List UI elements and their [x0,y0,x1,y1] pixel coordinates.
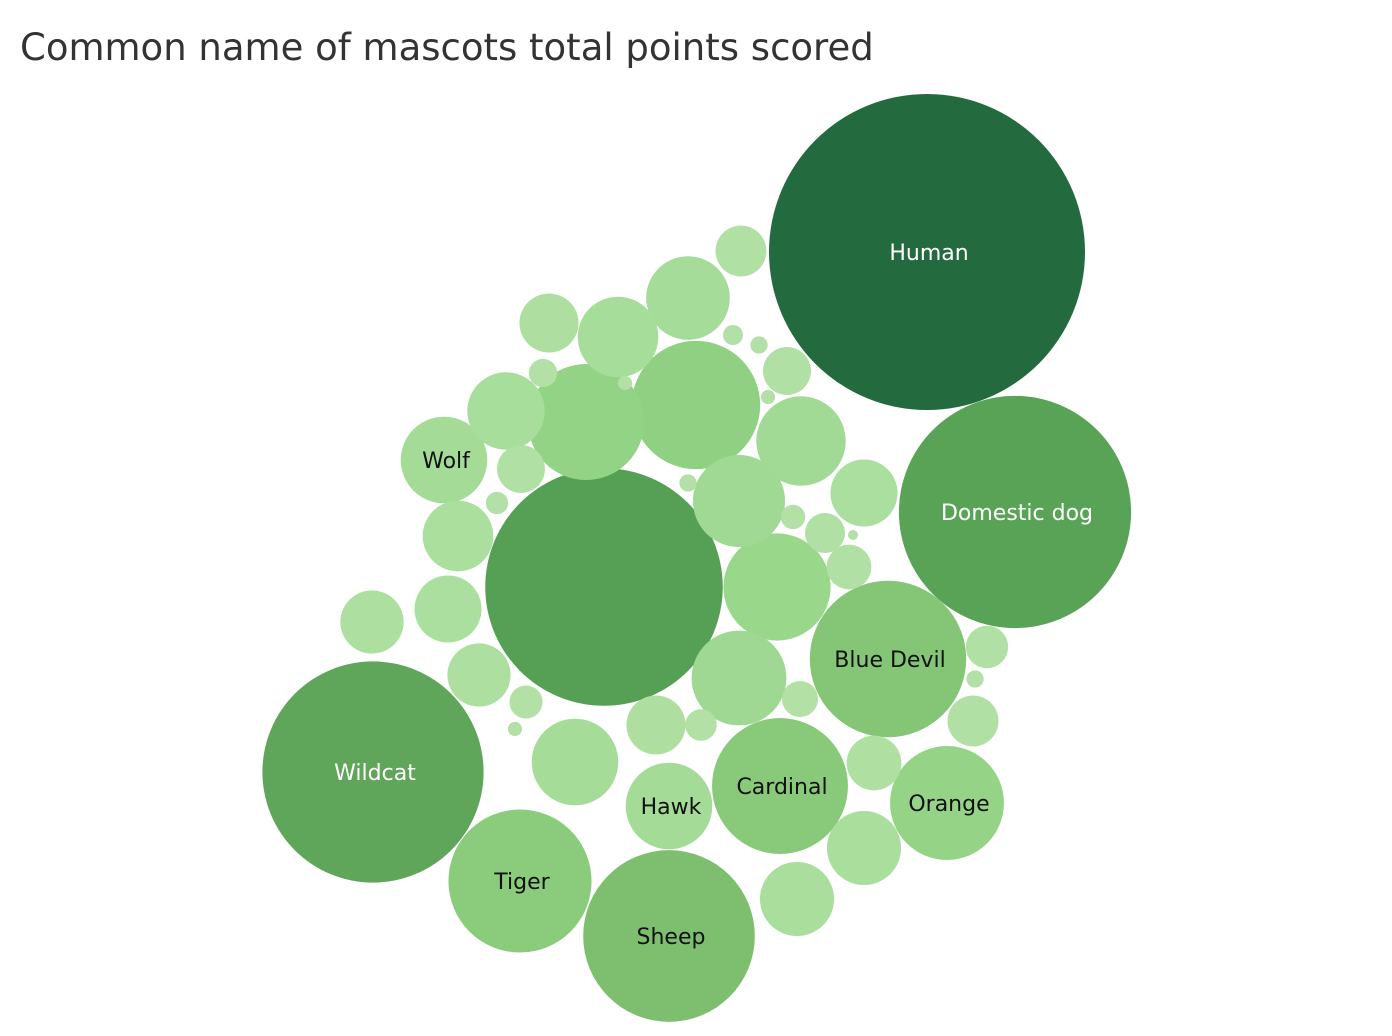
bubble-unlabeled-50[interactable] [760,389,776,405]
bubble-sheep[interactable] [583,850,755,1022]
bubble-unlabeled-51[interactable] [848,530,858,540]
bubble-unlabeled-23[interactable] [422,500,494,572]
bubble-unlabeled-35[interactable] [826,544,872,590]
bubble-unlabeled-28[interactable] [519,293,579,353]
bubble-domestic-dog[interactable] [898,395,1132,629]
bubble-unlabeled-17[interactable] [531,718,619,806]
bubble-unlabeled-39[interactable] [509,685,543,719]
bubble-unlabeled-34[interactable] [763,347,811,395]
bubble-unlabeled-14[interactable] [756,396,846,486]
bubble-unlabeled-41[interactable] [528,358,558,388]
bubble-wildcat[interactable] [262,661,484,883]
bubble-unlabeled-48[interactable] [507,721,523,737]
bubble-unlabeled-29[interactable] [626,695,686,755]
bubble-label-blue-devil: Blue Devil [834,648,945,673]
bubble-unlabeled-27[interactable] [340,590,404,654]
bubble-unlabeled-38[interactable] [781,680,819,718]
bubble-blue-devil[interactable] [809,580,967,738]
bubble-unlabeled-16[interactable] [691,630,787,726]
bubble-unlabeled-20[interactable] [467,372,545,450]
bubble-unlabeled-32[interactable] [947,695,999,747]
bubble-label-cardinal: Cardinal [736,775,827,800]
bubble-unlabeled-37[interactable] [805,513,845,553]
bubble-label-tiger: Tiger [493,870,550,895]
bubble-label-wolf: Wolf [422,449,471,474]
bubble-unlabeled-36[interactable] [965,625,1009,669]
bubble-unlabeled-22[interactable] [826,810,902,886]
bubble-unlabeled-49[interactable] [617,375,633,391]
bubble-orange[interactable] [890,746,1004,860]
bubble-unlabeled-19[interactable] [577,296,659,378]
bubble-unlabeled-40[interactable] [685,709,717,741]
bubble-unlabeled-26[interactable] [447,643,511,707]
bubble-unlabeled-45[interactable] [966,670,984,688]
bubble-hawk[interactable] [625,762,713,850]
bubble-unlabeled-25[interactable] [830,459,898,527]
bubble-unlabeled-33[interactable] [497,445,545,493]
bubble-unlabeled-30[interactable] [846,735,902,791]
bubble-unlabeled-31[interactable] [715,225,767,277]
bubble-label-sheep: Sheep [637,925,706,950]
bubble-label-human: Human [889,241,968,266]
bubble-cardinal[interactable] [712,718,848,854]
bubble-human[interactable] [769,94,1085,410]
bubble-wolf[interactable] [400,416,488,504]
bubble-unlabeled-42[interactable] [780,504,806,530]
bubble-unlabeled-21[interactable] [759,861,835,937]
bubble-unlabeled-18[interactable] [646,256,730,340]
bubble-label-wildcat: Wildcat [334,761,416,786]
bubble-unlabeled-12[interactable] [527,363,645,481]
bubble-unlabeled-15[interactable] [692,454,786,548]
bubble-unlabeled-44[interactable] [723,325,743,345]
bubble-unlabeled-11[interactable] [631,340,761,470]
bubble-unlabeled-2[interactable] [485,468,723,706]
bubble-unlabeled-46[interactable] [679,474,697,492]
bubble-unlabeled-47[interactable] [750,336,768,354]
bubble-label-domestic-dog: Domestic dog [941,501,1093,526]
chart-title: Common name of mascots total points scor… [20,26,874,69]
bubble-unlabeled-43[interactable] [485,491,509,515]
bubble-label-orange: Orange [908,792,989,817]
bubble-unlabeled-13[interactable] [723,533,831,641]
bubble-tiger[interactable] [448,809,592,953]
bubble-unlabeled-24[interactable] [414,575,482,643]
bubble-label-hawk: Hawk [641,795,702,820]
